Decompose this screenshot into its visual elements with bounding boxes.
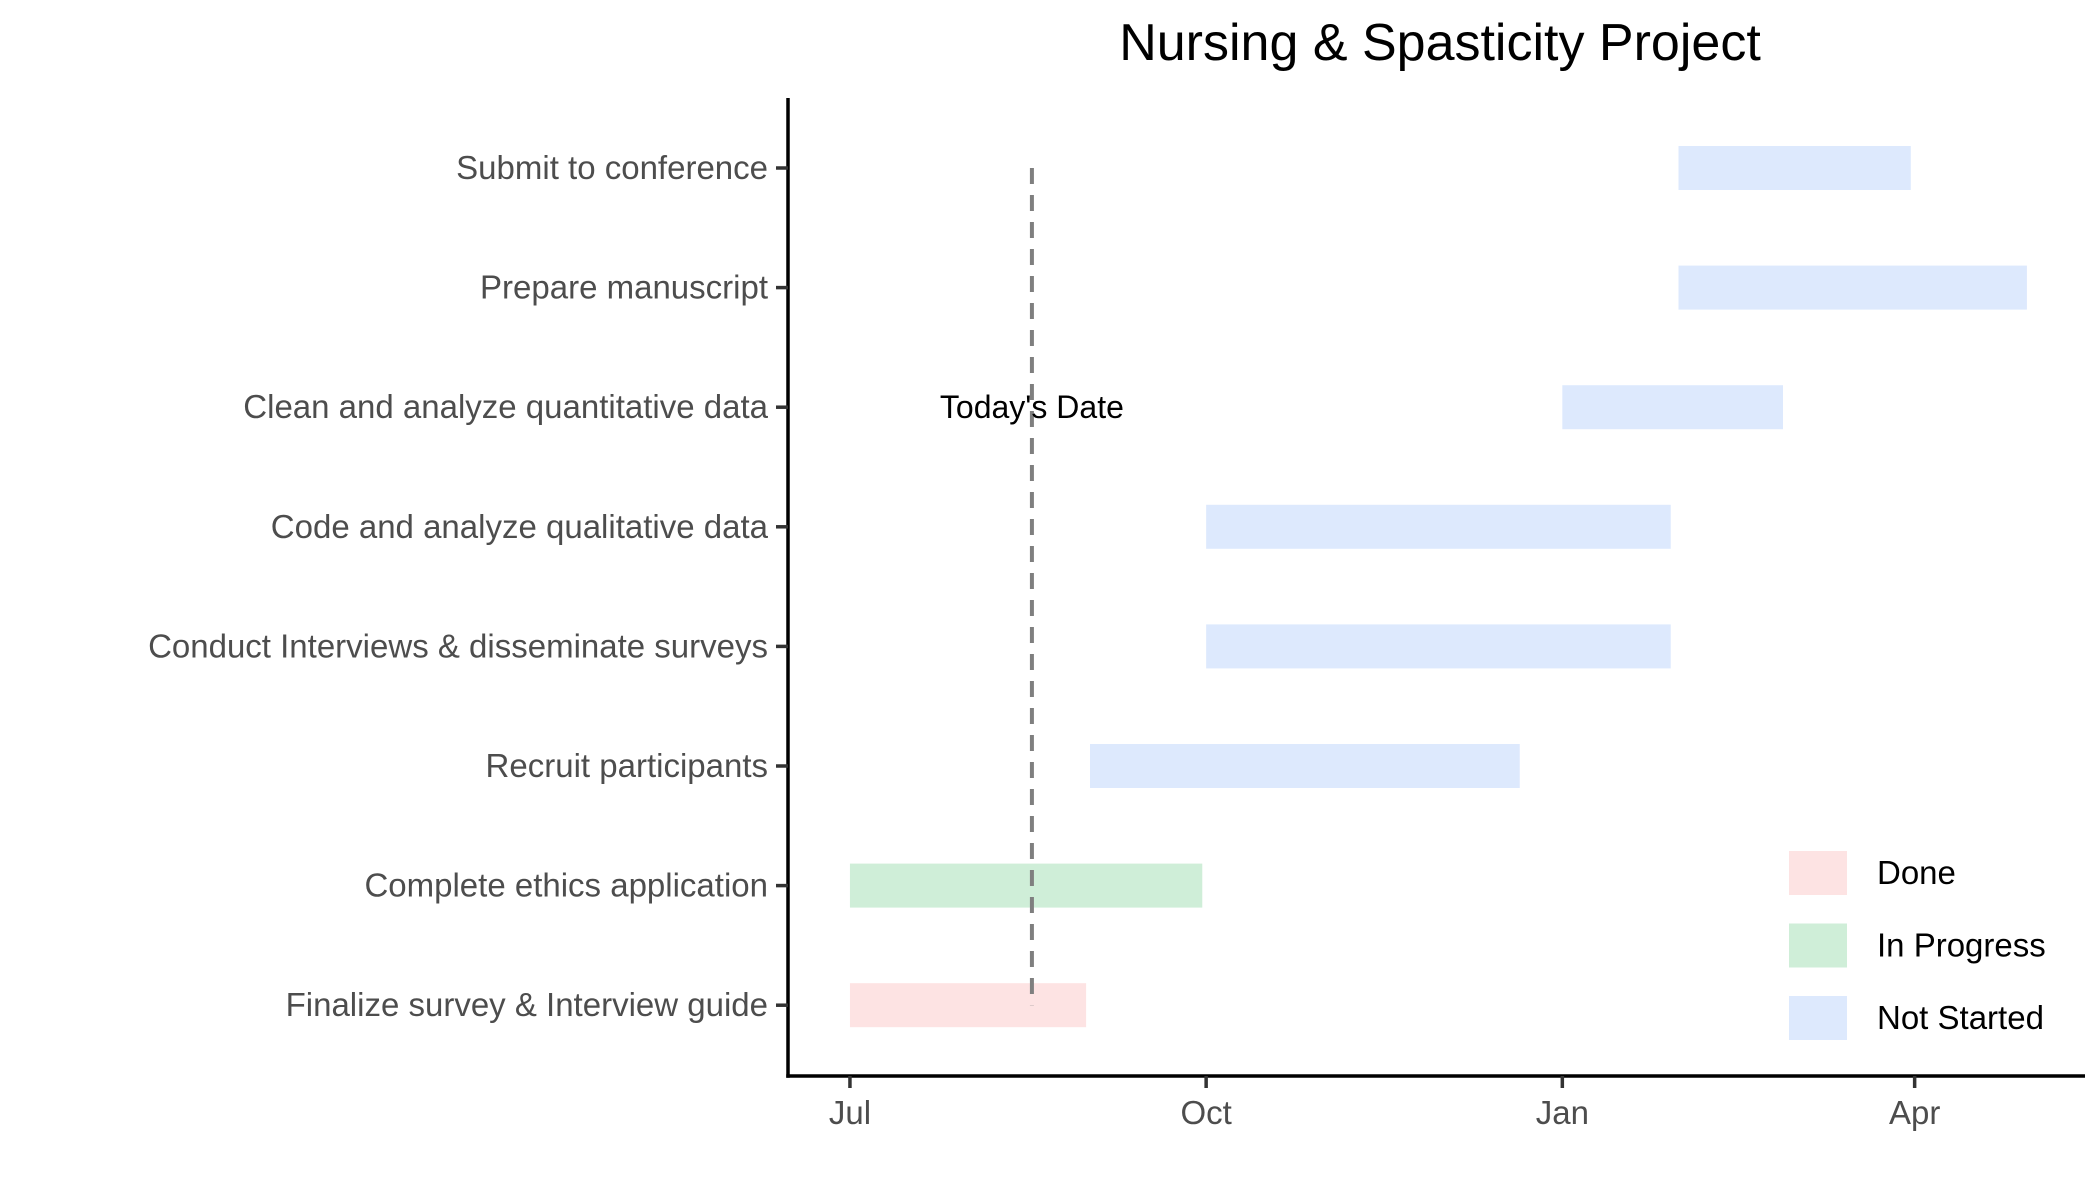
legend-key (1789, 923, 1847, 968)
y-tick-label: Code and analyze qualitative data (271, 508, 769, 545)
task-bars (849, 146, 2027, 1028)
task-bar (1562, 385, 1784, 430)
y-tick-label: Submit to conference (456, 149, 768, 186)
x-tick-label: Jul (829, 1094, 871, 1131)
y-axis-ticks: Finalize survey & Interview guide Complet… (148, 149, 788, 1023)
legend-label: Not Started (1877, 999, 2044, 1036)
today-marker: Today's Date (940, 168, 1124, 1006)
legend-label: In Progress (1877, 927, 2046, 964)
y-tick-label: Prepare manuscript (480, 269, 768, 306)
x-tick-label: Jan (1536, 1094, 1589, 1131)
legend-key (1789, 851, 1847, 895)
task-bar (1678, 265, 2027, 310)
task-bar (1206, 624, 1671, 669)
x-axis-ticks: Jul Oct Jan Apr (829, 1076, 1940, 1131)
y-tick-label: Finalize survey & Interview guide (286, 986, 768, 1023)
task-bar (1678, 146, 1911, 190)
legend-key (1789, 996, 1847, 1040)
task-bar (1206, 504, 1671, 549)
task-bar (849, 863, 1203, 908)
task-bar (849, 983, 1087, 1028)
y-tick-label: Complete ethics application (364, 867, 768, 904)
today-label: Today's Date (940, 389, 1124, 425)
legend: Done In Progress Not Started (1789, 851, 2046, 1040)
task-bar (1089, 744, 1520, 788)
x-tick-label: Apr (1889, 1094, 1940, 1131)
axes (786, 98, 2085, 1078)
y-tick-label: Recruit participants (486, 747, 768, 784)
y-tick-label: Clean and analyze quantitative data (243, 388, 768, 425)
x-tick-label: Oct (1180, 1094, 1231, 1131)
legend-label: Done (1877, 854, 1956, 891)
chart-title: Nursing & Spasticity Project (1119, 14, 1761, 72)
y-tick-label: Conduct Interviews & disseminate surveys (148, 627, 768, 664)
